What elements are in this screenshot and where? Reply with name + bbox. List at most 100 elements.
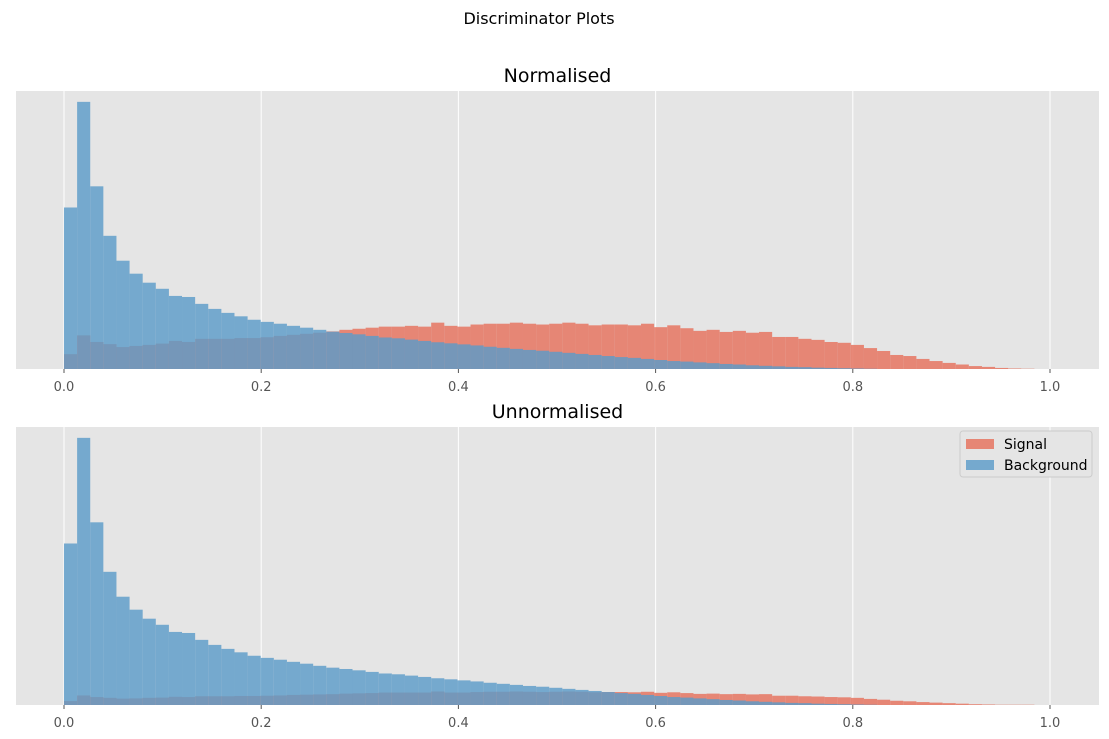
bar-background xyxy=(588,354,602,369)
bar-signal xyxy=(798,338,812,369)
panel-title: Unnormalised xyxy=(492,401,623,423)
bar-signal xyxy=(903,701,917,705)
bar-background xyxy=(601,356,615,369)
bar-background xyxy=(772,366,786,369)
bar-background xyxy=(286,661,301,705)
bar-signal xyxy=(942,362,956,369)
bar-background xyxy=(811,703,825,705)
bar-background xyxy=(601,692,615,705)
bar-signal xyxy=(877,350,891,369)
x-tick-label: 0.6 xyxy=(645,380,666,395)
bar-background xyxy=(562,352,576,369)
bar-signal xyxy=(995,367,1009,369)
x-tick-label: 1.0 xyxy=(1040,380,1061,395)
bar-signal xyxy=(732,693,746,705)
bar-background xyxy=(680,697,694,705)
bar-background xyxy=(378,337,392,369)
x-tick-label: 0.2 xyxy=(251,380,272,395)
bar-signal xyxy=(759,331,773,369)
figure-suptitle: Discriminator Plots xyxy=(463,9,614,28)
bar-background xyxy=(142,618,156,705)
bar-background xyxy=(496,347,510,369)
x-tick-label: 0.4 xyxy=(448,716,469,731)
bar-background xyxy=(431,342,445,369)
bar-signal xyxy=(798,696,812,705)
bar-background xyxy=(444,343,458,369)
bar-background xyxy=(785,702,799,705)
bar-background xyxy=(234,652,248,705)
legend-swatch-signal xyxy=(966,439,994,449)
bar-background xyxy=(483,346,497,369)
bar-background xyxy=(483,682,497,705)
bar-signal xyxy=(850,344,864,369)
x-tick-label: 0.8 xyxy=(842,380,863,395)
bar-background xyxy=(772,702,786,705)
bar-background xyxy=(300,327,314,369)
bar-background xyxy=(745,701,760,705)
bar-background xyxy=(850,704,864,705)
bar-background xyxy=(90,186,104,369)
bar-background xyxy=(168,631,183,705)
panel-normalised: 0.0 0.2 0.4 0.6 0.8 1.0 Normalised xyxy=(16,65,1099,395)
bar-signal xyxy=(811,339,825,369)
bar-background xyxy=(286,325,301,369)
bar-signal xyxy=(745,332,760,369)
bar-background xyxy=(614,357,628,369)
bar-background xyxy=(129,273,143,369)
bar-background xyxy=(326,331,340,369)
bar-background xyxy=(378,673,392,705)
bar-background xyxy=(575,689,589,705)
bar-background xyxy=(168,295,183,369)
bar-background xyxy=(549,687,563,705)
bar-background xyxy=(732,364,746,369)
bar-background xyxy=(103,571,117,705)
bar-signal xyxy=(981,704,996,705)
bar-background xyxy=(142,282,156,369)
x-tick-label: 0.0 xyxy=(54,380,75,395)
bar-background xyxy=(77,101,91,370)
x-tick-label: 0.6 xyxy=(645,716,666,731)
bar-background xyxy=(352,670,366,705)
panel-title: Normalised xyxy=(504,65,612,87)
bar-background xyxy=(431,678,445,705)
bar-background xyxy=(719,699,733,705)
x-tick-label: 0.4 xyxy=(448,380,469,395)
bar-signal xyxy=(890,700,904,705)
bar-background xyxy=(706,363,720,369)
bar-signal xyxy=(903,356,917,369)
bar-signal xyxy=(837,342,851,369)
panels: 0.0 0.2 0.4 0.6 0.8 1.0 Normalised 0.0 0.2 0.4 0.6… xyxy=(16,65,1099,731)
bar-background xyxy=(693,698,707,705)
bar-background xyxy=(391,338,405,369)
bar-background xyxy=(391,674,405,705)
bar-signal xyxy=(968,366,982,369)
bar-background xyxy=(522,685,537,705)
bar-signal xyxy=(863,698,878,705)
bar-background xyxy=(404,675,419,705)
bar-background xyxy=(365,671,379,705)
bar-background xyxy=(641,358,655,369)
bar-background xyxy=(64,207,78,369)
bar-background xyxy=(155,624,169,705)
bar-background xyxy=(404,339,419,369)
bar-background xyxy=(627,693,642,705)
bar-signal xyxy=(981,366,996,369)
bar-signal xyxy=(641,323,655,369)
bar-background xyxy=(614,693,628,705)
bar-signal xyxy=(811,696,825,705)
bar-signal xyxy=(916,358,930,369)
bar-signal xyxy=(837,697,851,705)
bar-background xyxy=(339,332,353,369)
bar-background xyxy=(182,296,196,369)
bar-background xyxy=(90,522,104,705)
bar-signal xyxy=(785,695,799,705)
bar-background xyxy=(549,351,563,369)
panel-unnormalised: 0.0 0.2 0.4 0.6 0.8 1.0 Unnormalised xyxy=(16,401,1099,731)
bar-signal xyxy=(654,327,668,369)
bar-background xyxy=(785,366,799,369)
bar-background xyxy=(654,359,668,369)
bar-signal xyxy=(706,329,720,369)
bar-signal xyxy=(929,702,943,705)
bar-signal xyxy=(759,694,773,705)
